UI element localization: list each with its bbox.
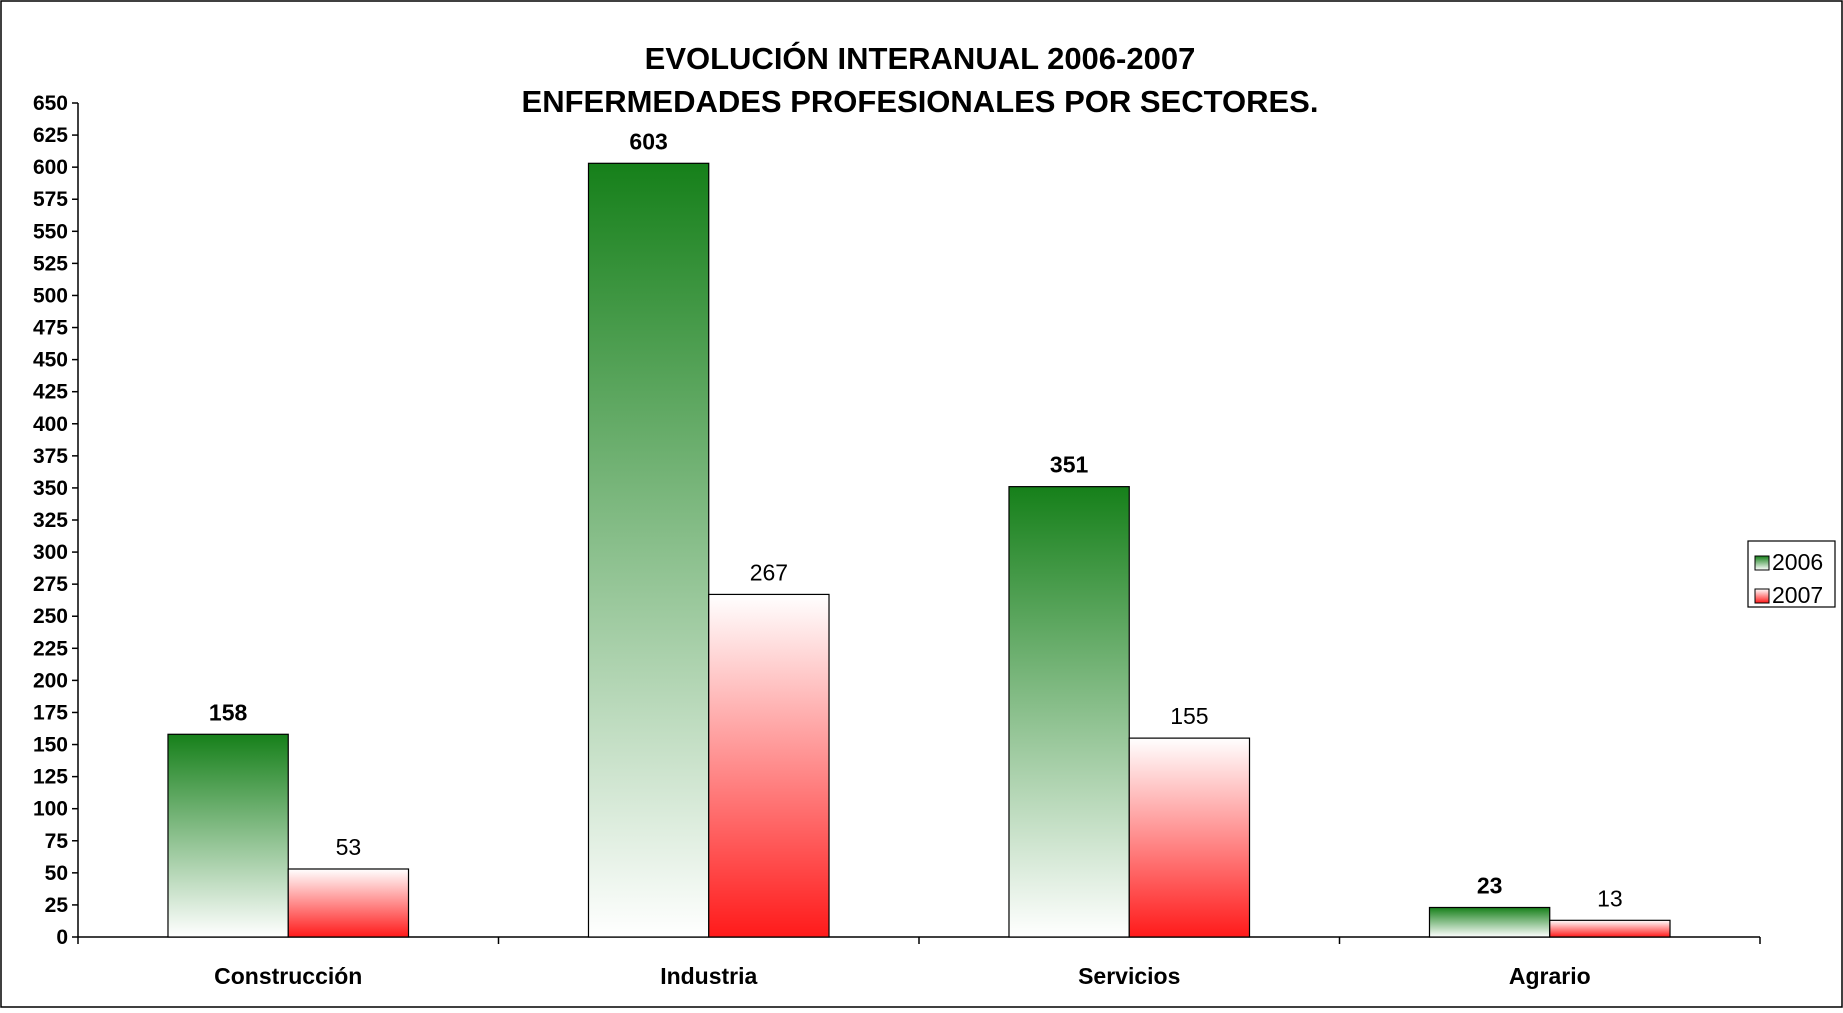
y-tick-label: 400 — [33, 413, 68, 436]
legend-swatch-2006 — [1754, 555, 1770, 571]
x-tick-label: Servicios — [1078, 963, 1180, 989]
legend-label-2006: 2006 — [1772, 549, 1823, 575]
plot-area: 0 25 50 75 100 125 150 175 200 225 250 275 300 325 350… — [33, 92, 1761, 989]
bar-2006-0 — [167, 733, 289, 938]
data-label-2007-0: 53 — [336, 834, 362, 860]
bar-2007-3 — [1549, 919, 1671, 938]
y-tick-label: 475 — [33, 317, 68, 340]
y-tick-label: 200 — [33, 669, 68, 692]
y-tick-label: 50 — [45, 862, 68, 885]
y-tick-label: 650 — [33, 92, 68, 115]
bar-2006-2 — [1008, 486, 1130, 938]
bar-2007-2 — [1128, 737, 1251, 938]
bar-2006-1 — [587, 162, 710, 938]
y-tick-label: 525 — [33, 252, 68, 275]
y-tick-label: 450 — [33, 349, 68, 372]
y-tick-label: 550 — [33, 220, 68, 243]
data-label-2007-3: 13 — [1597, 885, 1623, 911]
y-tick-label: 600 — [33, 156, 68, 179]
y-tick-label: 275 — [33, 573, 68, 596]
y-tick-label: 0 — [56, 926, 68, 949]
y-tick-label: 300 — [33, 541, 68, 564]
legend: 2006 2007 — [1747, 540, 1836, 608]
data-label-2007-1: 267 — [750, 559, 788, 585]
bar-2006-3 — [1428, 906, 1551, 938]
chart-title-line-2: ENFERMEDADES PROFESIONALES POR SECTORES. — [522, 84, 1319, 119]
chart-title-line-1: EVOLUCIÓN INTERANUAL 2006-2007 — [645, 40, 1196, 76]
data-label-2006-0: 158 — [209, 699, 248, 725]
y-tick-label: 250 — [33, 605, 68, 628]
legend-label-2007: 2007 — [1772, 582, 1823, 608]
x-tick-label: Construcción — [214, 963, 362, 989]
data-label-2006-1: 603 — [629, 128, 667, 154]
legend-swatch-2007 — [1754, 588, 1770, 604]
x-tick-label: Agrario — [1509, 963, 1591, 989]
y-tick-label: 425 — [33, 381, 68, 404]
y-tick-label: 625 — [33, 124, 68, 147]
data-label-2006-2: 351 — [1050, 452, 1089, 478]
y-tick-label: 350 — [33, 477, 68, 500]
y-tick-label: 75 — [45, 830, 69, 853]
y-tick-label: 100 — [33, 798, 68, 821]
data-label-2007-2: 155 — [1170, 703, 1208, 729]
y-tick-label: 150 — [33, 734, 68, 757]
x-tick-label: Industria — [660, 963, 757, 989]
y-tick-label: 500 — [33, 284, 68, 307]
y-tick-label: 25 — [45, 894, 69, 917]
bar-2007-1 — [708, 593, 830, 938]
y-tick-label: 375 — [33, 445, 68, 468]
y-tick-label: 325 — [33, 509, 68, 532]
y-tick-label: 175 — [33, 701, 68, 724]
y-tick-label: 225 — [33, 637, 68, 660]
y-tick-label: 125 — [33, 766, 68, 789]
data-label-2006-3: 23 — [1477, 872, 1503, 898]
y-tick-label: 575 — [33, 188, 68, 211]
bar-2007-0 — [287, 868, 410, 938]
